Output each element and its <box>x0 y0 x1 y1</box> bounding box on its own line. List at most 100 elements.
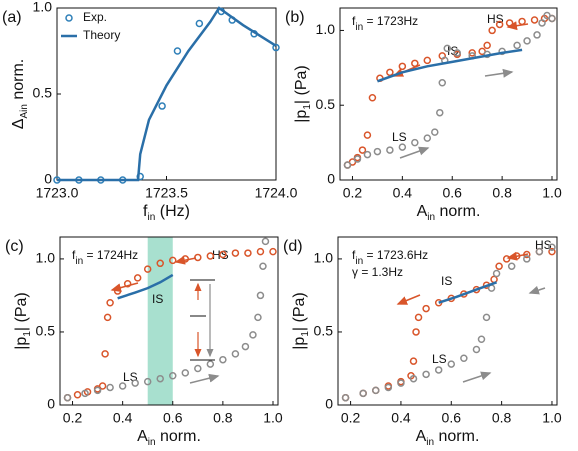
data-point <box>358 146 367 154</box>
data-point <box>412 328 420 336</box>
y-tick-label: 1.0 <box>36 250 56 266</box>
y-axis-label: ΔAin norm. <box>10 59 30 129</box>
data-point <box>169 256 177 265</box>
x-tick-label: 0.2 <box>343 185 363 201</box>
data-point <box>341 393 350 402</box>
x-tick-label: 0.2 <box>341 410 361 426</box>
data-point <box>398 62 407 71</box>
x-tick-label: 0.4 <box>393 185 413 201</box>
annotation-part: = 1723Hz <box>363 14 418 28</box>
data-point <box>483 41 491 50</box>
x-tick-label: 0.6 <box>443 185 463 201</box>
x-tick-label: 1724.0 <box>255 185 298 201</box>
x-tick-label: 0.6 <box>442 410 462 426</box>
data-point <box>502 255 511 263</box>
annotation: LS <box>392 130 407 144</box>
plot-frame <box>59 236 279 406</box>
x-tick-label: 1.0 <box>263 410 283 426</box>
annotation-part: f <box>352 248 356 262</box>
theory-line <box>376 48 523 83</box>
x-axis-label-part: f <box>143 203 148 220</box>
y-tick-label: 0 <box>327 171 335 187</box>
data-point <box>512 252 521 260</box>
arrow <box>506 21 529 31</box>
annotation-part: = 1724Hz <box>83 248 138 262</box>
data-point <box>106 298 114 307</box>
x-tick-label: 1723.0 <box>36 185 79 201</box>
x-axis-label-part: norm. <box>435 203 480 220</box>
data-point <box>63 393 72 402</box>
data-point <box>254 313 262 322</box>
data-point <box>244 249 252 257</box>
annotation-part: f <box>72 248 76 262</box>
annotation-part: = 1723.6Hz <box>363 248 428 262</box>
data-point <box>113 287 122 295</box>
data-point <box>422 304 430 313</box>
data-point <box>523 255 531 263</box>
data-point <box>548 14 556 23</box>
data-point <box>181 255 190 263</box>
annotation-part: IS <box>152 292 163 306</box>
data-point <box>530 16 539 24</box>
data-point <box>256 291 265 300</box>
theory-line <box>438 281 498 304</box>
data-point <box>414 313 423 322</box>
data-point <box>106 383 114 392</box>
annotation: LS <box>123 370 138 384</box>
annotation-part: LS <box>392 130 407 144</box>
arrows <box>110 21 546 384</box>
data-point <box>398 143 407 151</box>
data-point <box>195 19 204 28</box>
y-tick-label: 0 <box>325 396 333 412</box>
data-point <box>434 366 443 374</box>
data-point <box>431 128 439 136</box>
y-tick-label: 0.5 <box>316 96 336 112</box>
data-point <box>181 369 190 377</box>
x-tick-label: 1.0 <box>542 185 562 201</box>
data-point <box>219 355 227 364</box>
data-point <box>397 379 405 387</box>
data-point <box>133 274 142 282</box>
data-point <box>447 360 456 368</box>
y-axis-label-part: 1 <box>300 331 311 337</box>
arrow <box>189 373 220 384</box>
plot-frame <box>337 236 558 406</box>
annotation: IS <box>152 292 163 306</box>
data-point <box>249 331 257 339</box>
data-point <box>423 134 432 142</box>
y-axis-label: |p1| (Pa) <box>291 292 311 349</box>
y-axis-label: |p1| (Pa) <box>13 292 33 349</box>
annotation: fin = 1723Hz <box>352 14 418 33</box>
data-point <box>411 138 419 147</box>
data-point <box>453 49 461 57</box>
data-point <box>422 370 430 379</box>
x-tick-label: 0.8 <box>492 185 512 201</box>
y-tick-label: 0 <box>44 171 52 187</box>
y-axis-label-part: | (Pa) <box>293 65 310 104</box>
y-axis-label-part: | (Pa) <box>13 292 30 331</box>
data-point <box>477 335 486 344</box>
data-point <box>143 377 152 386</box>
annotation: IS <box>441 274 452 288</box>
x-tick-label: 0.8 <box>492 410 512 426</box>
x-axis-label-part: in <box>426 437 434 448</box>
data-point <box>386 68 394 77</box>
data-point <box>131 379 139 387</box>
y-tick-label: 0.5 <box>314 323 334 339</box>
plot-frame <box>339 7 558 181</box>
data-point <box>523 37 531 45</box>
legend-label: Exp. <box>83 10 107 24</box>
arrow <box>396 294 421 305</box>
data-point <box>538 19 546 27</box>
band <box>147 237 173 405</box>
data-point <box>101 350 109 358</box>
data-point <box>93 386 102 395</box>
data-point <box>194 364 202 373</box>
data-point <box>492 269 501 278</box>
x-axis-label: Ain norm. <box>137 428 201 448</box>
data-point <box>231 350 240 358</box>
panel-label: (d) <box>283 238 303 255</box>
arrow <box>174 255 197 265</box>
x-axis-label-part: norm. <box>156 428 201 445</box>
